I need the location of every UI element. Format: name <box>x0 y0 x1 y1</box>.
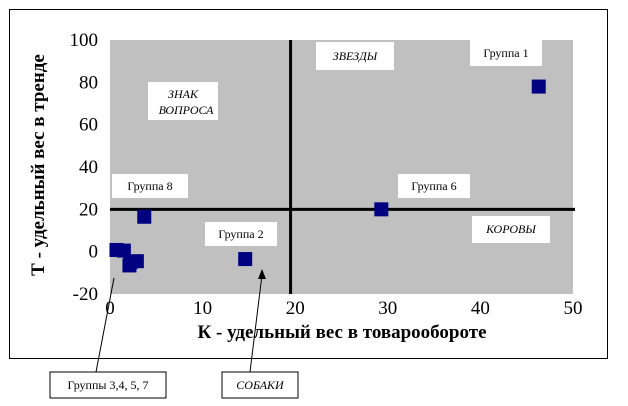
y-tick-label: 40 <box>79 157 98 178</box>
data-point <box>374 202 389 217</box>
y-tick-label: -20 <box>73 284 98 305</box>
group1-box <box>470 40 542 66</box>
data-point <box>531 79 546 94</box>
x-tick-label: 10 <box>193 298 212 319</box>
x-tick-label: 40 <box>471 298 490 319</box>
dogs-pointer-arrowhead <box>258 269 266 279</box>
group1-label: Группа 1 <box>483 46 528 60</box>
y-tick-label: 0 <box>89 242 99 263</box>
x-axis-title: К - удельный вес в товарообороте <box>197 322 486 343</box>
x-tick-label: 30 <box>378 298 397 319</box>
y-tick-label: 100 <box>70 30 99 51</box>
cows-box <box>472 216 550 243</box>
quadrant-cows-label: КОРОВЫ <box>485 222 537 236</box>
plot-area <box>110 40 573 294</box>
y-axis-title: Т - удельный вес в тренде <box>28 54 49 276</box>
y-tick-label: 20 <box>79 199 98 220</box>
data-point <box>122 258 137 273</box>
quadrant-question-label-1: ЗНАК <box>168 87 199 101</box>
group6-box <box>398 174 470 198</box>
group2-label: Группа 2 <box>218 227 263 241</box>
groups357-box <box>49 371 167 399</box>
group6-label: Группа 6 <box>411 179 456 193</box>
data-point <box>116 243 131 258</box>
groups357-pointer <box>95 277 115 373</box>
groups357-label: Группы 3,4, 5, 7 <box>68 378 149 392</box>
dogs-pointer <box>249 274 263 373</box>
data-point <box>238 252 253 267</box>
y-tick-label: 80 <box>79 72 98 93</box>
x-tick-label: 20 <box>286 298 305 319</box>
group2-box <box>205 222 277 246</box>
quadrant-stars-label: ЗВЕЗДЫ <box>333 49 379 63</box>
chart-frame <box>9 9 608 359</box>
stars-box <box>316 42 394 70</box>
quadrant-dogs-label: СОБАКИ <box>236 378 285 392</box>
question-box <box>148 82 218 120</box>
quadrant-question-label-2: ВОПРОСА <box>159 103 214 117</box>
dogs-box <box>221 371 299 399</box>
group8-label: Группа 8 <box>127 179 172 193</box>
x-tick-label: 0 <box>105 298 115 319</box>
x-tick-label: 50 <box>564 298 583 319</box>
data-point <box>137 209 152 224</box>
group8-box <box>112 174 188 198</box>
y-tick-label: 60 <box>79 115 98 136</box>
